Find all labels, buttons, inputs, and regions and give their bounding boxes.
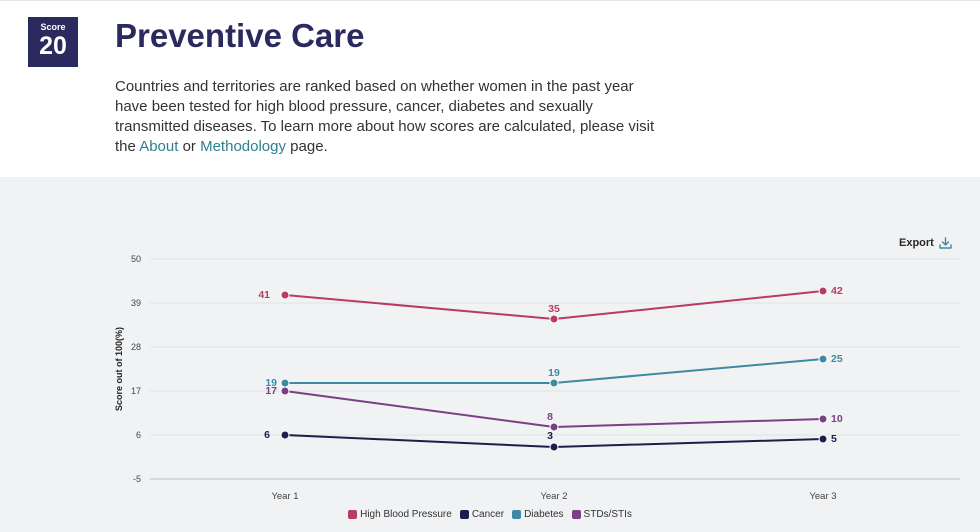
description-or: or: [178, 138, 201, 155]
top-divider: [0, 0, 980, 1]
data-label: 19: [548, 367, 560, 379]
legend-swatch: [571, 510, 581, 519]
score-label: Score: [40, 22, 66, 32]
data-point: [818, 414, 828, 424]
legend-label: Cancer: [471, 509, 505, 520]
data-label: 17: [265, 385, 277, 397]
y-tick-label: 39: [131, 298, 141, 308]
data-point: [280, 290, 290, 300]
legend-item[interactable]: Diabetes: [512, 509, 564, 520]
chart-legend: High Blood Pressure Cancer Diabetes STDs/ST…: [0, 509, 980, 520]
page-description: Countries and territories are ranked bas…: [115, 77, 655, 157]
methodology-link[interactable]: Methodology: [200, 138, 286, 155]
legend-swatch: [348, 510, 358, 519]
download-icon: [939, 237, 952, 249]
data-label: 5: [831, 433, 837, 445]
data-label: 6: [264, 429, 270, 441]
description-text: Countries and territories are ranked bas…: [115, 78, 655, 155]
data-point: [818, 286, 828, 296]
legend-item[interactable]: Cancer: [459, 509, 505, 520]
series-line: [284, 390, 824, 429]
legend-swatch: [512, 510, 522, 519]
export-label: Export: [899, 237, 934, 249]
data-point: [280, 378, 290, 388]
data-label: 35: [548, 303, 560, 315]
description-end: page.: [286, 138, 328, 155]
score-badge: Score 20: [28, 17, 78, 67]
x-tick-label: Year 1: [271, 491, 298, 502]
data-point: [280, 386, 290, 396]
data-label: 10: [831, 413, 843, 425]
y-tick-label: -5: [133, 474, 141, 484]
about-link[interactable]: About: [139, 138, 179, 155]
data-label: 41: [258, 289, 270, 301]
data-point: [549, 442, 559, 452]
data-label: 8: [547, 411, 553, 423]
data-label: 25: [831, 353, 843, 365]
y-axis-label: Score out of 100(%): [114, 327, 124, 411]
data-point: [549, 314, 559, 324]
page-title: Preventive Care: [115, 17, 365, 54]
x-tick-label: Year 3: [809, 491, 836, 502]
data-label: 42: [831, 285, 843, 297]
legend-item[interactable]: High Blood Pressure: [348, 509, 452, 520]
data-point: [818, 434, 828, 444]
x-tick-label: Year 2: [540, 491, 567, 502]
data-point: [280, 430, 290, 440]
legend-item[interactable]: STDs/STIs: [571, 509, 632, 520]
chart-panel: Export -5 6 17 28 39 50 Score out of 100(%) Yea…: [0, 177, 980, 532]
data-point: [549, 422, 559, 432]
y-tick-label: 6: [136, 430, 141, 440]
line-chart: -5 6 17 28 39 50 Score out of 100(%) Year 1 Year…: [114, 254, 960, 502]
data-point: [818, 354, 828, 364]
score-value: 20: [39, 32, 67, 60]
data-label: 3: [547, 430, 553, 442]
y-tick-label: 28: [131, 342, 141, 352]
y-tick-label: 50: [131, 254, 141, 264]
export-button[interactable]: Export: [899, 237, 952, 249]
data-label: 19: [265, 377, 277, 389]
legend-label: High Blood Pressure: [360, 509, 452, 520]
y-tick-label: 17: [131, 386, 141, 396]
legend-label: Diabetes: [524, 509, 564, 520]
legend-swatch: [459, 510, 469, 519]
data-point: [549, 378, 559, 388]
legend-label: STDs/STIs: [583, 509, 632, 520]
